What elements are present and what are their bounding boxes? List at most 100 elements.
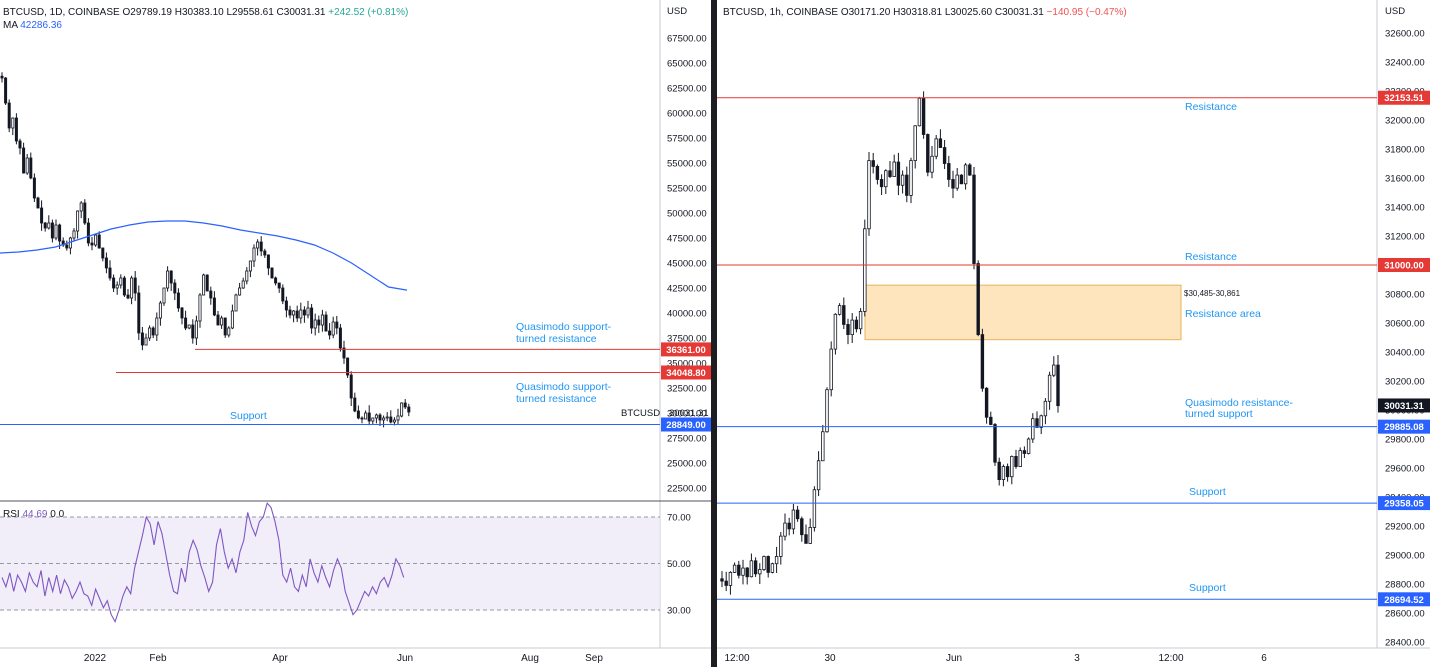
rsi-legend: RSI 44.69 0 0 [3,509,64,520]
daily-y-tick: 65000.00 [667,59,707,70]
daily-y-tick: 30000.00 [667,409,707,420]
daily-candle [299,309,303,319]
daily-low: L29558.61 [226,7,274,18]
daily-candle [86,222,90,244]
daily-candle [72,230,76,239]
panel-divider[interactable] [711,0,717,667]
hourly-level-price-bg [1378,592,1430,607]
ma-value: 42286.36 [20,20,62,31]
hourly-candle [800,518,804,536]
daily-candle [94,234,98,246]
daily-support-price: 28849.00 [666,420,706,431]
daily-candle [248,260,252,272]
hourly-candle [783,522,787,537]
hourly-candle [951,179,955,189]
hourly-candle [758,569,762,575]
daily-candle [184,317,188,329]
hourly-last-price-bg [1378,398,1430,413]
hourly-candle [909,160,913,196]
hourly-candle [938,138,943,148]
daily-candle [144,337,148,346]
hourly-candle [947,163,951,180]
hourly-level-label: Quasimodo resistance- [1185,397,1293,409]
hourly-candle [900,174,905,186]
hourly-candle [745,567,749,578]
daily-candle [101,247,105,259]
hourly-candle [854,319,859,330]
hourly-candle [972,174,976,264]
daily-y-tick: 25000.00 [667,459,707,470]
daily-candle [18,140,22,149]
hourly-x-tick: 3 [1074,653,1080,664]
daily-candle [223,317,227,336]
hourly-level-price-bg [1378,496,1430,511]
hourly-candle [850,319,854,336]
daily-candle [22,147,26,174]
hourly-candle [808,527,812,544]
hourly-candle [980,334,985,389]
daily-candle [191,324,195,339]
hourly-candle [720,578,724,582]
hourly-change: −140.95 (−0.47%) [1046,7,1127,18]
daily-candle [202,274,206,296]
daily-y-tick: 60000.00 [667,109,707,120]
daily-candle [245,270,249,282]
daily-candle [378,414,382,421]
hourly-candle [989,416,993,425]
rsi-value: 44.69 [22,509,48,520]
daily-candle [356,410,360,419]
daily-candle [284,300,288,311]
daily-candle [227,327,231,336]
daily-x-tick: 2022 [84,653,107,664]
hourly-candle [741,567,745,576]
hourly-y-tick: 28600.00 [1385,609,1425,620]
daily-y-tick: 67500.00 [667,34,707,45]
hourly-candle [905,174,909,196]
hourly-y-tick: 29200.00 [1385,522,1425,533]
hourly-y-tick: 28400.00 [1385,638,1425,649]
hourly-candle [1014,455,1018,467]
daily-candle [180,307,184,319]
daily-candle [306,307,310,316]
daily-y-tick: 32500.00 [667,384,707,395]
hourly-candle [829,348,833,391]
daily-candle [32,177,36,199]
daily-candle [313,319,317,329]
daily-candle [256,241,260,249]
daily-symbol: BTCUSD, 1D, COINBASE [3,7,120,18]
daily-candle [104,257,108,269]
daily-x-tick: Jun [397,653,413,664]
hourly-candle [867,160,871,230]
daily-candle [173,282,177,294]
hourly-level-label: Resistance [1185,251,1237,263]
hourly-candle [934,138,938,157]
hourly-candle [863,228,867,312]
hourly-candle [791,509,796,530]
qm-resistance-price-1: 36361.00 [666,345,706,356]
hourly-candle [968,164,972,176]
hourly-close: C30031.31 [994,7,1044,18]
daily-candle [396,415,400,421]
hourly-y-tick: 32400.00 [1385,58,1425,69]
qm-resistance-label-2b: turned resistance [516,393,597,405]
hourly-candle [930,155,934,173]
resistance-area-zone [864,284,1182,341]
rsi-label: RSI [3,509,20,520]
daily-chart[interactable]: USD 67500.00 65000.00 62500.00 60000.00 57500… [0,0,711,667]
daily-candle [137,292,141,334]
daily-y-tick: 62500.00 [667,84,707,95]
hourly-candle [993,424,997,463]
daily-candle [317,319,321,326]
hourly-symbol: BTCUSD, 1h, COINBASE [723,7,839,18]
hourly-candle [821,431,825,462]
daily-candle [281,287,285,302]
hourly-candle [917,97,922,127]
daily-candle [79,202,83,212]
zone-label: Resistance area [1185,308,1261,320]
hourly-level-price-bg [1378,258,1430,272]
daily-candle [130,277,134,299]
daily-candle [320,314,324,326]
daily-candle [209,290,213,299]
daily-candle [230,310,234,329]
hourly-chart[interactable]: USD32600.0032400.0032200.0032000.0031800… [717,0,1430,667]
